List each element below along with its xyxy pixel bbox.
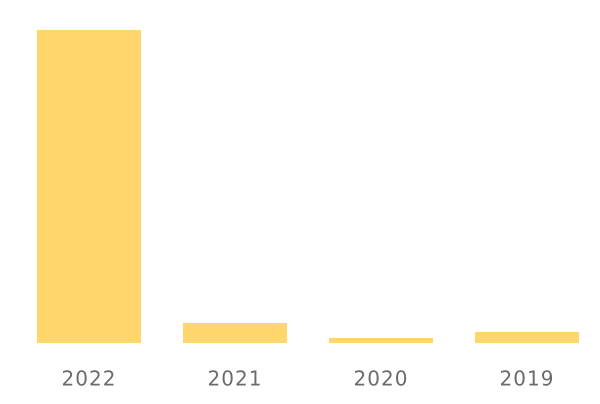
x-tick-label: 2020	[354, 367, 409, 391]
x-tick-label: 2021	[208, 367, 263, 391]
x-tick-label: 2019	[500, 367, 555, 391]
bar	[37, 30, 141, 343]
bar	[329, 337, 433, 343]
bar	[183, 322, 287, 343]
bar	[475, 332, 579, 343]
x-tick-label: 2022	[62, 367, 117, 391]
